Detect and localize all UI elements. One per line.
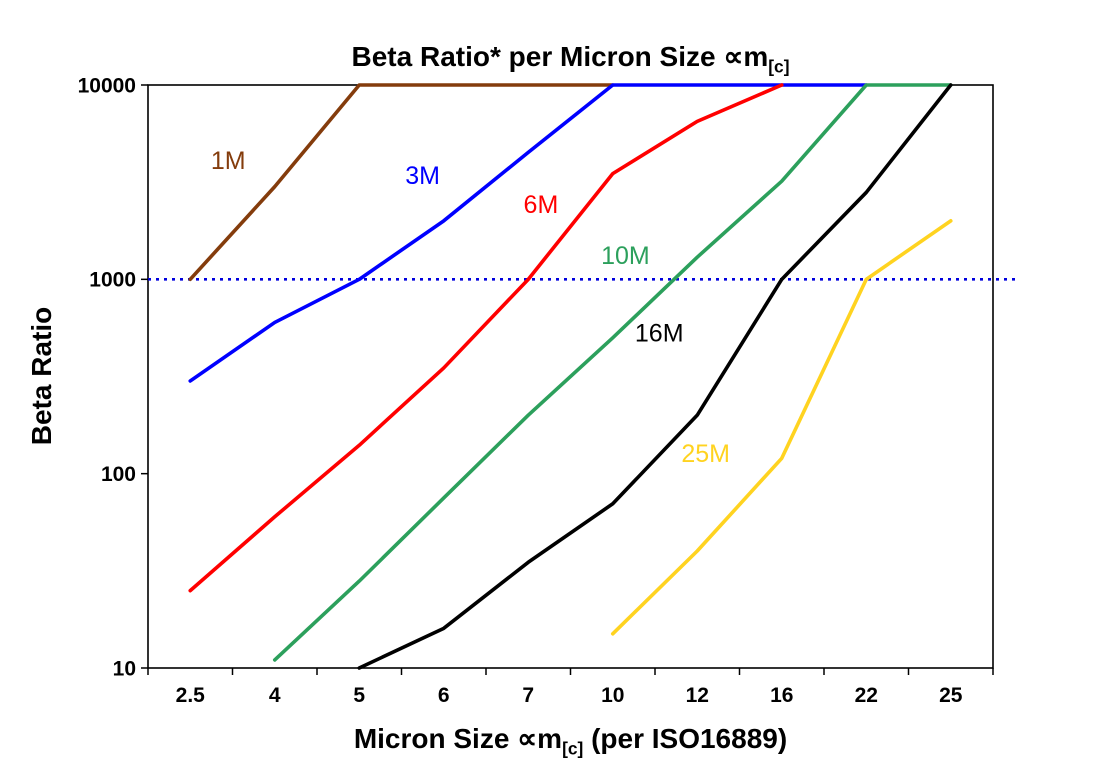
x-tick-label: 10 xyxy=(601,684,624,707)
x-axis-title-suffix: (per ISO16889) xyxy=(583,723,788,754)
series-label-10M: 10M xyxy=(601,242,650,270)
y-tick-label: 100 xyxy=(101,463,136,486)
series-label-16M: 16M xyxy=(635,319,684,347)
y-tick-label: 1000 xyxy=(89,269,136,292)
x-tick-label: 5 xyxy=(353,684,365,707)
x-axis-title-subscript: [c] xyxy=(562,738,584,759)
x-tick-label: 6 xyxy=(438,684,450,707)
series-label-3M: 3M xyxy=(405,162,440,190)
series-line-6M xyxy=(188,83,784,593)
chart-title-text: Beta Ratio* per Micron Size ∝m xyxy=(351,41,769,72)
y-tick-label: 10000 xyxy=(78,74,136,97)
series-line-25M xyxy=(610,219,953,636)
series-label-1M: 1M xyxy=(211,147,246,175)
series-label-25M: 25M xyxy=(681,440,730,468)
x-tick-label: 22 xyxy=(855,684,878,707)
series-label-6M: 6M xyxy=(524,191,559,219)
x-tick-label: 2.5 xyxy=(176,684,206,707)
x-tick-label: 16 xyxy=(770,684,793,707)
series-line-16M xyxy=(357,83,953,670)
chart-title-subscript: [c] xyxy=(768,56,790,77)
y-tick-label: 10 xyxy=(113,657,136,680)
x-tick-label: 12 xyxy=(686,684,709,707)
series-line-10M xyxy=(272,83,953,662)
series-line-1M xyxy=(188,83,615,282)
series-line-3M xyxy=(188,83,869,383)
x-axis-title-text: Micron Size ∝m xyxy=(353,723,563,754)
x-axis-title: Micron Size ∝m[c] (per ISO16889) xyxy=(148,722,993,760)
x-tick-label: 7 xyxy=(522,684,534,707)
y-axis-title: Beta Ratio xyxy=(26,306,57,446)
chart-title: Beta Ratio* per Micron Size ∝m[c] xyxy=(148,40,993,78)
x-tick-label: 4 xyxy=(269,684,281,707)
x-tick-label: 25 xyxy=(939,684,963,707)
